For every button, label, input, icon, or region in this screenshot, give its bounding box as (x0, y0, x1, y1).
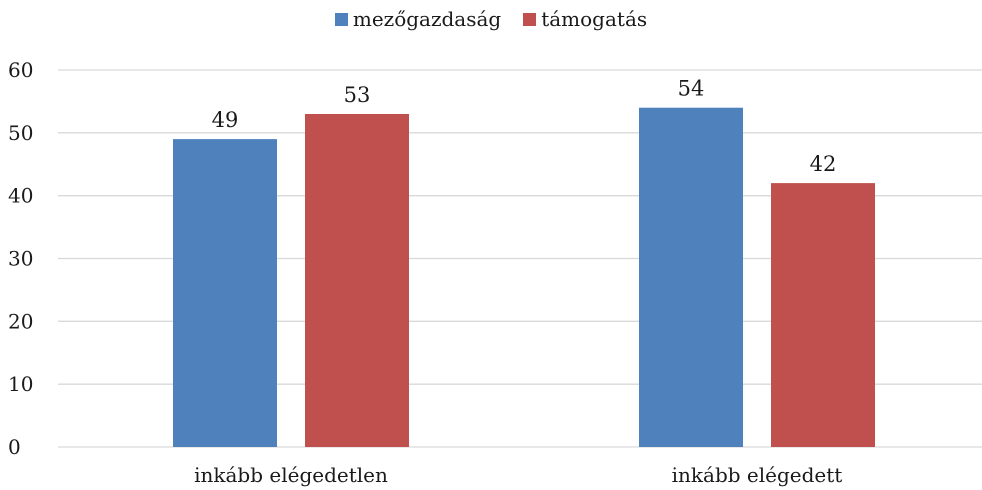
legend: mezőgazdaság támogatás (0, 6, 982, 32)
legend-label-mezogazdasag: mezőgazdaság (352, 7, 502, 31)
legend-swatch-mezogazdasag (334, 12, 348, 26)
bar-támogatás-0 (305, 113, 409, 447)
bar-támogatás-1 (771, 183, 875, 447)
data-label-mezőgazdaság-0: 49 (212, 108, 239, 132)
y-tick-label-50: 50 (8, 121, 33, 145)
legend-item-tamogatas: támogatás (523, 6, 647, 32)
data-label-mezőgazdaság-1: 54 (678, 77, 705, 101)
data-label-támogatás-0: 53 (344, 83, 371, 107)
bar-mezőgazdaság-0 (173, 139, 277, 447)
y-tick-label-0: 0 (8, 435, 21, 459)
y-tick-label-60: 60 (8, 58, 33, 82)
x-tick-label-0: inkább elégedetlen (194, 463, 388, 487)
bar-mezőgazdaság-1 (639, 107, 743, 447)
data-label-támogatás-1: 42 (810, 152, 837, 176)
x-tick-label-1: inkább elégedett (672, 463, 843, 487)
y-tick-label-20: 20 (8, 309, 33, 333)
legend-swatch-tamogatas (523, 12, 537, 26)
y-tick-label-40: 40 (8, 184, 33, 208)
y-tick-label-30: 30 (8, 247, 33, 271)
legend-item-mezogazdasag: mezőgazdaság (334, 6, 502, 32)
legend-label-tamogatas: támogatás (541, 7, 648, 31)
y-tick-label-10: 10 (8, 372, 33, 396)
